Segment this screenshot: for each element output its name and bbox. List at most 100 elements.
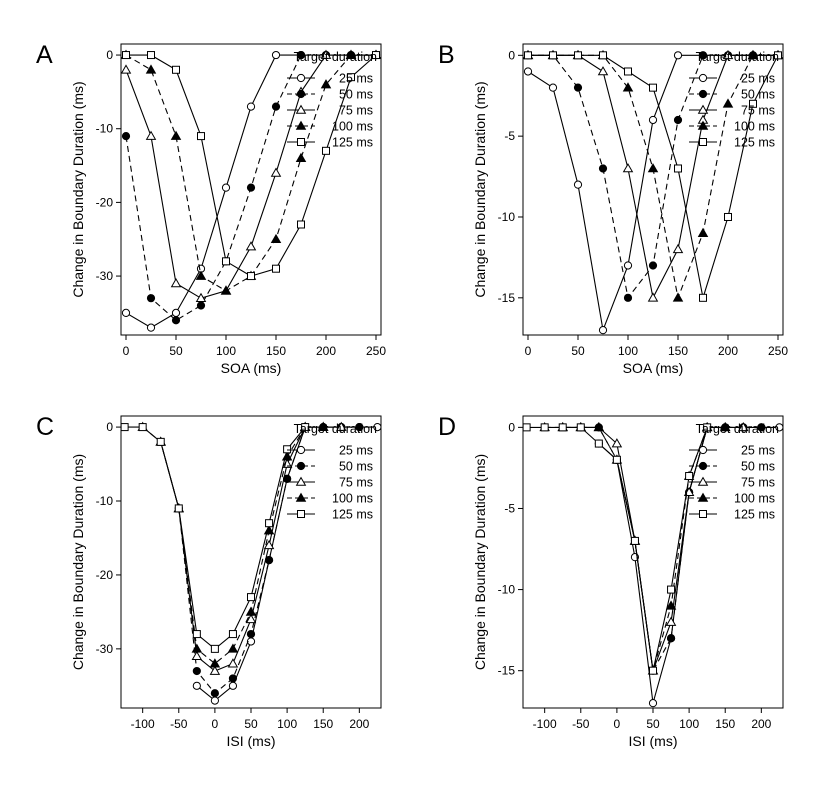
x-tick-label: 150	[668, 344, 688, 358]
data-point	[197, 132, 205, 141]
data-point	[196, 301, 206, 310]
data-point	[220, 285, 232, 295]
data-point	[649, 666, 657, 675]
legend-label: 50 ms	[741, 460, 775, 474]
data-point	[192, 666, 201, 676]
data-point	[227, 643, 239, 653]
x-tick-label: 50	[244, 717, 258, 731]
x-tick-label: 150	[266, 344, 286, 358]
data-point	[271, 102, 281, 111]
data-point	[597, 66, 609, 76]
data-point	[697, 227, 709, 237]
data-point	[573, 180, 583, 189]
x-tick-label: 150	[313, 717, 333, 731]
legend-marker	[295, 492, 307, 502]
y-tick-label: -5	[504, 129, 515, 143]
legend-title: Target duration	[696, 50, 779, 64]
legend-label: 100 ms	[734, 120, 775, 134]
data-point	[598, 326, 608, 335]
y-tick-label: -10	[498, 210, 516, 224]
data-point	[192, 630, 201, 639]
x-tick-label: 0	[614, 717, 621, 731]
x-tick-label: 200	[718, 344, 738, 358]
data-point	[599, 51, 607, 60]
data-point	[593, 421, 605, 432]
panel-c: C -100 -50 0 50 100 150 200 0 -10 -20 -30 ISI (ms) Ch…	[36, 413, 382, 749]
data-point	[221, 183, 231, 192]
data-point	[522, 423, 531, 432]
data-point	[263, 539, 275, 550]
data-point	[649, 83, 657, 92]
y-tick-label: -20	[96, 568, 114, 582]
data-point	[698, 51, 708, 60]
data-point	[648, 115, 658, 125]
legend: Target duration 25 ms 50 ms 75 ms 100 ms 125 …	[689, 50, 779, 150]
data-point	[192, 681, 201, 690]
x-tick-label: 100	[618, 344, 638, 358]
y-axis-label: Change in Boundary Duration (ms)	[70, 81, 86, 297]
data-point	[722, 98, 734, 108]
data-point	[622, 82, 634, 92]
legend: Target duration 25 ms 50 ms 75 ms 100 ms 125 …	[287, 422, 377, 522]
y-tick-label: -20	[96, 195, 114, 209]
y-tick-label: -30	[96, 269, 114, 283]
data-point	[247, 272, 255, 281]
data-point	[222, 257, 230, 266]
series-100-ms	[539, 421, 731, 675]
data-point	[630, 536, 639, 545]
data-point	[673, 51, 683, 60]
data-point	[347, 73, 355, 82]
data-point	[297, 220, 305, 229]
data-point	[774, 51, 782, 60]
legend-label: 75 ms	[741, 104, 775, 118]
legend-label: 125 ms	[332, 508, 373, 522]
legend-label: 125 ms	[332, 136, 373, 150]
data-point	[246, 102, 256, 111]
data-point	[703, 423, 712, 432]
data-point	[558, 423, 567, 432]
y-tick-label: -15	[498, 664, 516, 678]
legend-title: Target duration	[294, 422, 377, 436]
legend-marker	[697, 492, 709, 502]
data-point	[540, 423, 549, 432]
data-point	[574, 51, 582, 60]
data-point	[271, 50, 281, 60]
data-point	[174, 504, 183, 513]
data-point	[594, 439, 603, 448]
y-axis-label: Change in Boundary Duration (ms)	[472, 454, 488, 670]
panel-a: A 0 50 100 150 200 250 0 -10 -20 -30 SOA (ms) Change…	[36, 41, 386, 376]
legend-label: 50 ms	[339, 460, 373, 474]
data-point	[283, 445, 292, 454]
x-tick-label: 100	[277, 717, 297, 731]
data-point	[172, 65, 180, 74]
legend-marker	[296, 445, 306, 455]
data-point	[611, 438, 623, 448]
y-tick-label: -15	[498, 291, 516, 305]
data-point	[138, 423, 147, 432]
data-point	[648, 699, 658, 708]
data-point	[195, 270, 207, 280]
data-point	[372, 51, 380, 60]
data-point	[145, 64, 157, 74]
data-point	[281, 451, 293, 461]
data-point	[171, 308, 181, 317]
x-tick-label: 250	[768, 344, 788, 358]
x-axis-label: ISI (ms)	[227, 733, 276, 749]
legend-marker	[699, 138, 707, 146]
data-point	[147, 51, 155, 60]
data-point	[612, 455, 621, 464]
data-point	[270, 233, 282, 244]
data-point	[228, 681, 238, 690]
data-point	[317, 421, 329, 431]
x-tick-label: 100	[679, 717, 699, 731]
legend-marker	[296, 73, 306, 83]
data-point	[548, 83, 558, 92]
data-point	[270, 167, 282, 177]
data-point	[295, 152, 307, 162]
legend-label: 25 ms	[741, 444, 775, 458]
data-point	[296, 50, 306, 60]
data-point	[724, 212, 732, 221]
data-point	[722, 49, 734, 60]
x-tick-label: -100	[131, 717, 155, 731]
